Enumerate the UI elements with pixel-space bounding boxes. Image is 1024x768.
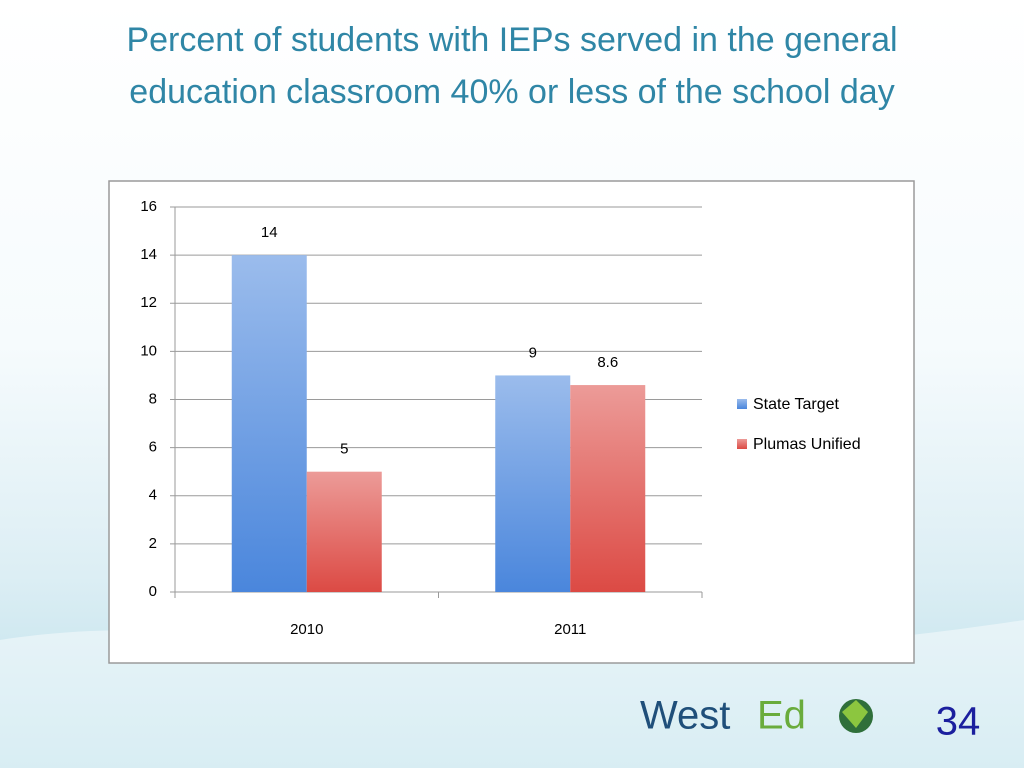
y-tick-label: 6 (149, 439, 157, 456)
logo-text: West (640, 694, 730, 738)
data-label: 14 (261, 224, 278, 241)
legend-label: State Target (753, 396, 840, 413)
y-tick-label: 8 (149, 390, 157, 407)
bar (570, 385, 646, 592)
y-tick-label: 4 (149, 487, 157, 504)
data-label: 8.6 (597, 354, 618, 371)
slide-title: Percent of students with IEPs served in … (126, 21, 898, 111)
logo-globe-leaf (842, 700, 868, 728)
legend-swatch (737, 399, 747, 409)
x-tick-label: 2011 (554, 621, 586, 638)
bar (495, 375, 571, 592)
legend-swatch (737, 439, 747, 449)
y-tick-label: 16 (140, 198, 157, 215)
logo-text: Ed (757, 694, 806, 738)
logo: West Ed (640, 694, 873, 738)
y-tick-label: 12 (140, 294, 157, 311)
y-tick-label: 2 (149, 535, 157, 552)
y-tick-label: 10 (140, 342, 157, 359)
data-label: 5 (340, 441, 348, 458)
y-tick-label: 0 (149, 583, 157, 600)
legend-label: Plumas Unified (753, 436, 861, 453)
x-tick-label: 2010 (290, 621, 323, 638)
bar (306, 471, 382, 592)
data-label: 9 (529, 344, 537, 361)
y-tick-label: 14 (140, 246, 157, 263)
page-number: 34 (936, 700, 981, 744)
bar (231, 255, 307, 592)
